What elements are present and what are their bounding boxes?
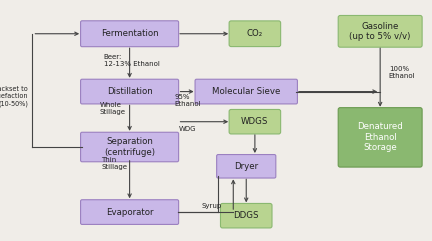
FancyBboxPatch shape [338,108,422,167]
FancyBboxPatch shape [229,21,281,47]
FancyBboxPatch shape [81,200,178,224]
Text: Thin
Stillage: Thin Stillage [102,157,127,170]
Text: DDGS: DDGS [233,211,259,220]
FancyBboxPatch shape [229,109,281,134]
Text: Backset to
Liquefaction
(10-50%): Backset to Liquefaction (10-50%) [0,86,28,107]
Text: Evaporator: Evaporator [106,208,153,217]
FancyBboxPatch shape [81,21,178,47]
FancyBboxPatch shape [81,79,178,104]
Text: Fermentation: Fermentation [101,29,159,38]
Text: Distillation: Distillation [107,87,152,96]
Text: Beer:
12-13% Ethanol: Beer: 12-13% Ethanol [104,54,159,67]
Text: Gasoline
(up to 5% v/v): Gasoline (up to 5% v/v) [349,22,411,41]
Text: CO₂: CO₂ [247,29,263,38]
FancyBboxPatch shape [220,203,272,228]
FancyBboxPatch shape [338,15,422,47]
Text: WDG: WDG [179,126,197,132]
Text: WDGS: WDGS [241,117,269,126]
FancyBboxPatch shape [195,79,297,104]
Text: Dryer: Dryer [234,162,258,171]
Text: Denatured
Ethanol
Storage: Denatured Ethanol Storage [357,122,403,152]
Text: Whole
Stillage: Whole Stillage [99,102,125,115]
Text: 100%
Ethanol: 100% Ethanol [389,66,416,79]
Text: Separation
(centrifuge): Separation (centrifuge) [104,137,155,157]
Text: 95%
Ethanol: 95% Ethanol [175,94,201,107]
Text: Syrup: Syrup [202,203,222,209]
FancyBboxPatch shape [217,154,276,178]
Text: Molecular Sieve: Molecular Sieve [212,87,280,96]
FancyBboxPatch shape [81,132,178,162]
